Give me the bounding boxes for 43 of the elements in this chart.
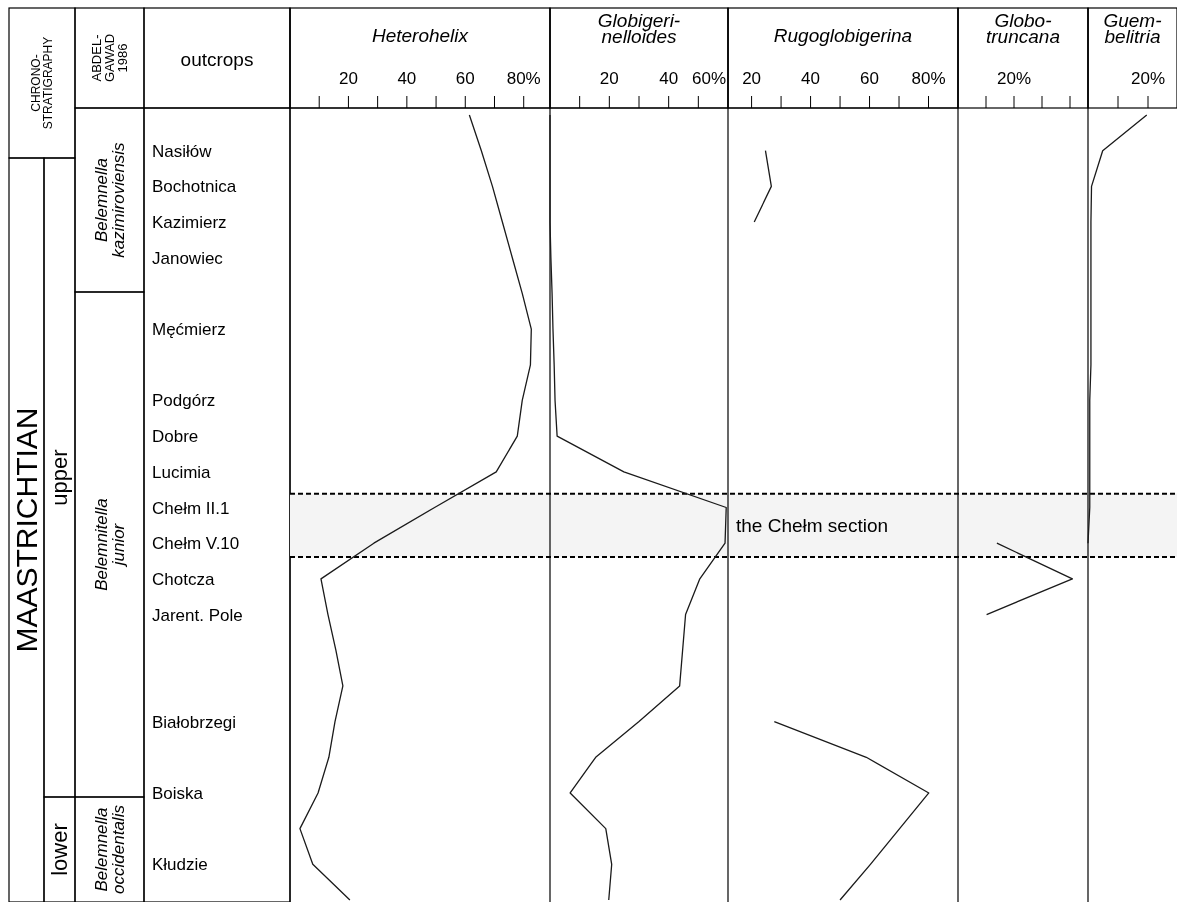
band-label: the Chełm section: [736, 515, 889, 537]
x-tick-label: 20: [338, 69, 358, 88]
y-axis-title: outcrops: [180, 49, 254, 70]
y-tick-label: Kłudzie: [152, 855, 208, 875]
text: Belemnella kazimiroviensis: [91, 141, 128, 258]
chart-title: Rugoglobigerina: [773, 25, 913, 46]
x-tick-label: 40: [397, 69, 417, 88]
x-tick-label: 80%: [911, 69, 946, 88]
x-tick-label: 40: [801, 69, 821, 88]
chart-title: Globigeri- nelloides: [597, 10, 681, 47]
chart-title: Globo- truncana: [986, 10, 1060, 47]
text: 20%: [1130, 69, 1166, 88]
x-tick-label: 60%: [691, 69, 726, 88]
y-tick-label: Boiska: [152, 783, 204, 803]
text: upper: [47, 449, 73, 506]
y-tick-label: Białobrzegi: [152, 712, 237, 732]
y-tick-label: Kazimierz: [152, 213, 227, 233]
x-tick-label: 20: [599, 69, 619, 88]
chart-title: Heterohelix: [371, 25, 470, 46]
chart-title: Guem- belitria: [1103, 10, 1162, 47]
y-tick-label: Lucimia: [152, 462, 212, 482]
y-tick-label: Chełm II.1: [152, 498, 230, 518]
text: MAASTRICHTIAN: [10, 407, 43, 653]
x-tick-label: 60: [860, 69, 879, 88]
x-tick-label: 40: [659, 69, 679, 88]
x-tick-label: 60: [455, 69, 475, 88]
y-tick-label: Jarent. Pole: [152, 605, 243, 625]
text: lower: [47, 823, 73, 876]
x-tick-label: 80%: [506, 69, 541, 88]
y-tick-label: Bochotnica: [152, 177, 237, 197]
y-tick-label: Dobre: [152, 427, 199, 447]
y-tick-label: Męćmierz: [152, 320, 226, 340]
y-tick-label: Podgórz: [152, 391, 216, 411]
y-tick-label: Chotcza: [152, 569, 215, 589]
text: ABDEL- GAWAD 1986: [89, 33, 131, 83]
text: Belemnitella junior: [91, 498, 128, 591]
y-tick-label: Janowiec: [152, 248, 224, 268]
y-tick-label: Chełm V.10: [152, 534, 240, 554]
text: Belemnella occidentalis: [91, 804, 128, 894]
text: CHRONO- STRATIGRAPHY: [29, 36, 56, 130]
y-tick-label: Nasiłów: [152, 141, 213, 161]
x-tick-label: 20: [742, 69, 762, 88]
text: 20%: [996, 69, 1032, 88]
